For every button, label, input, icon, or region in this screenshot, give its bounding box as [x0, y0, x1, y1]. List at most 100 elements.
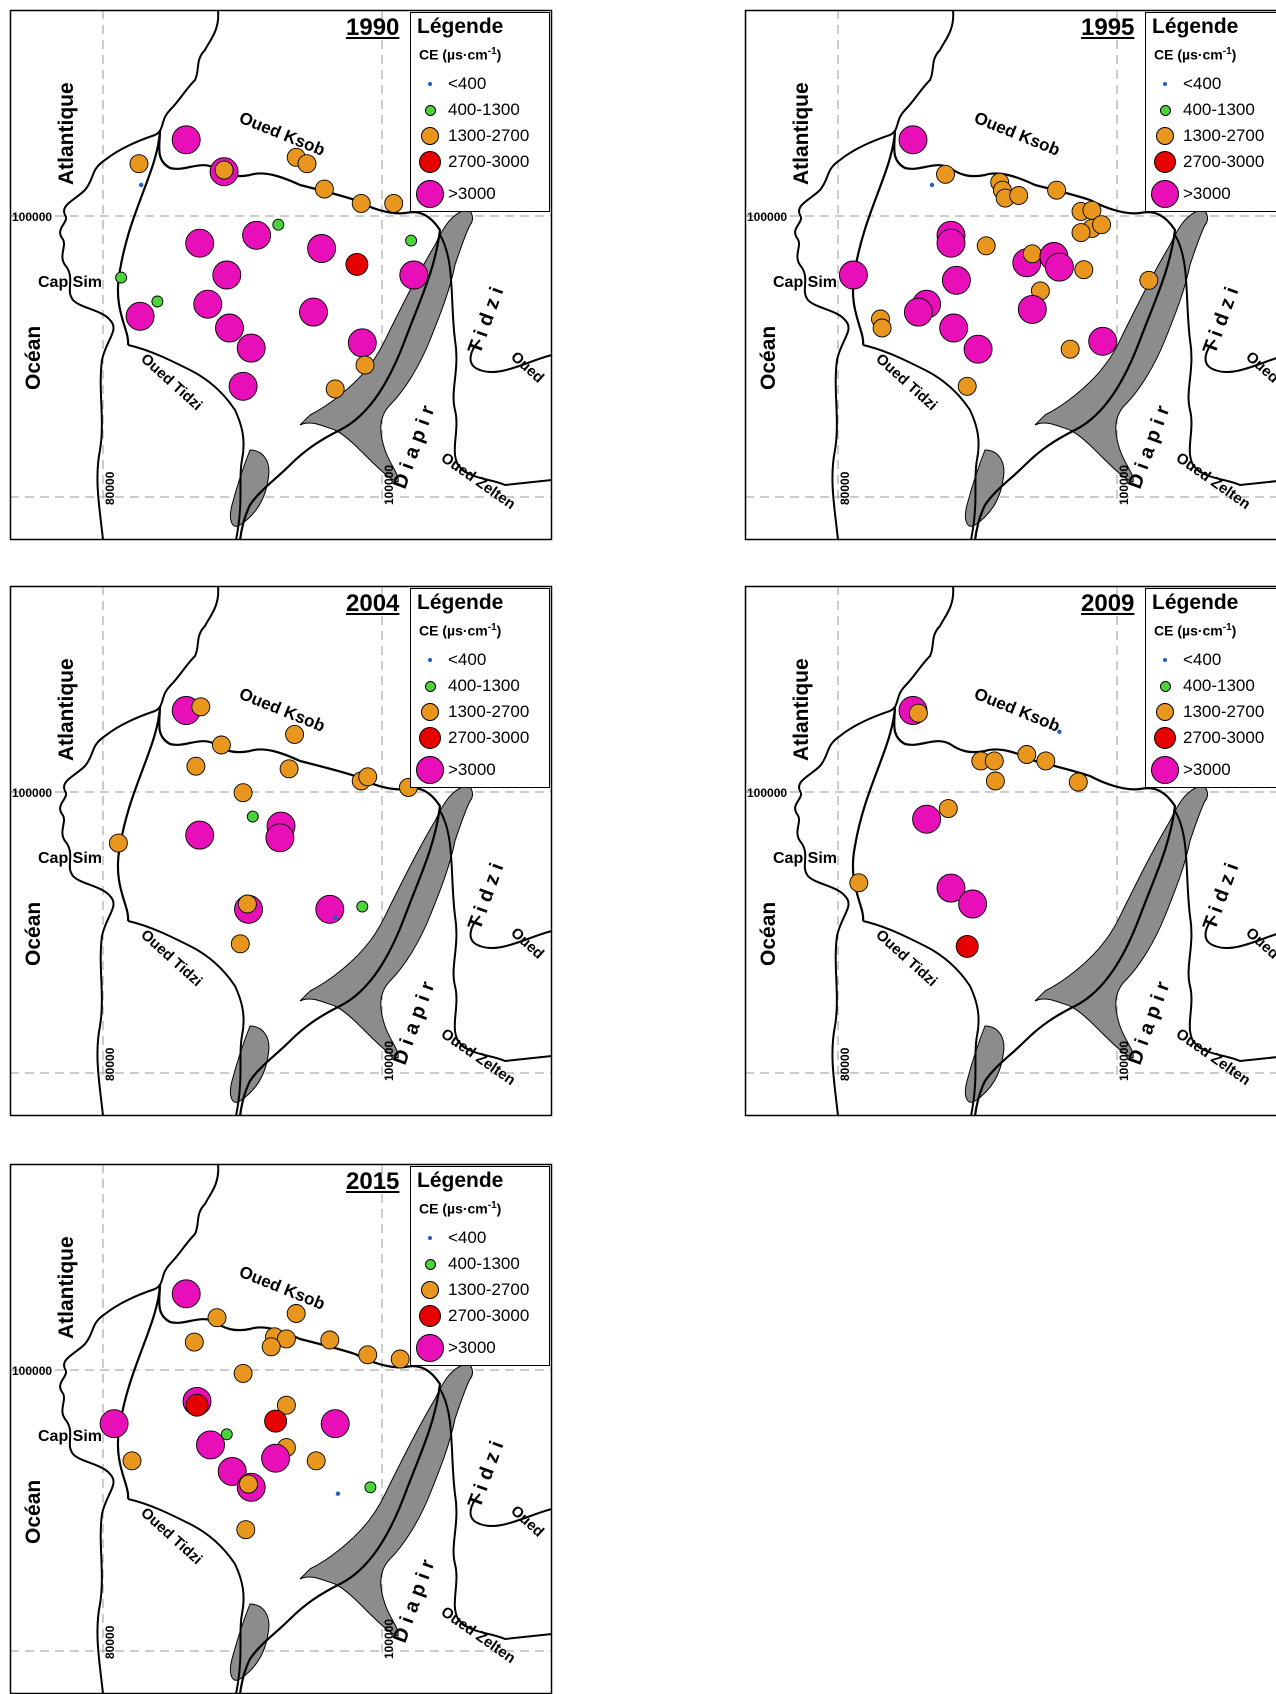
sample-point — [1010, 187, 1028, 205]
sample-point — [1037, 752, 1055, 770]
oued-tidzi-river — [128, 921, 244, 1116]
label-diapir: Diapir — [1124, 397, 1176, 492]
label-oued-zelten: Oued Zelten — [1173, 449, 1254, 513]
legend-label: 400-1300 — [1183, 100, 1255, 120]
legend-symbol — [1156, 127, 1174, 145]
sample-point — [1045, 253, 1073, 281]
label-cap-sim: Cap Sim — [773, 274, 837, 291]
sample-point — [130, 155, 148, 173]
sample-point — [265, 1410, 287, 1432]
sample-point — [139, 183, 143, 187]
sample-point — [280, 760, 298, 778]
legend-row: 1300-2700 — [1146, 701, 1276, 723]
legend-row: 400-1300 — [1146, 675, 1276, 697]
legend-label: 400-1300 — [448, 676, 520, 696]
legend-symbol — [428, 1236, 432, 1240]
label-oued-zelten: Oued Zelten — [438, 1603, 519, 1667]
legend-row: 2700-3000 — [411, 151, 549, 173]
legend-row: >3000 — [411, 1337, 549, 1359]
label-oued-ksob: Oued Ksob — [237, 684, 328, 736]
legend-symbol — [419, 1305, 441, 1327]
sample-point — [359, 1346, 377, 1364]
sample-point — [956, 935, 978, 957]
sample-point — [208, 1309, 226, 1327]
label-ocean: Océan — [757, 902, 780, 966]
legend-symbol — [416, 756, 444, 784]
sample-point — [216, 314, 244, 342]
legend-symbol — [419, 151, 441, 173]
legend-label: 2700-3000 — [1183, 728, 1264, 748]
label-diapir: Diapir — [1124, 973, 1176, 1068]
legend-label: >3000 — [448, 1338, 496, 1358]
label-ocean: Océan — [22, 326, 45, 390]
label-atlantique: Atlantique — [790, 82, 813, 185]
legend-symbol — [421, 703, 439, 721]
label-atlantique: Atlantique — [790, 658, 813, 761]
lagoon-shape — [230, 1604, 268, 1680]
legend-row: 2700-3000 — [411, 727, 549, 749]
sample-point — [186, 821, 214, 849]
legend-subtitle: CE (µs·cm-1) — [419, 1200, 501, 1217]
sample-point — [359, 768, 377, 786]
legend-row: >3000 — [411, 759, 549, 781]
label-coord-x1: 80000 — [103, 471, 117, 505]
sample-point — [194, 290, 222, 318]
legend-label: >3000 — [448, 184, 496, 204]
sample-point — [247, 811, 258, 822]
sample-point — [400, 261, 428, 289]
legend-symbol — [416, 180, 444, 208]
sample-point — [262, 1338, 280, 1356]
sample-point — [197, 1431, 225, 1459]
label-diapir: Diapir — [389, 973, 441, 1068]
sample-point — [240, 1475, 258, 1493]
label-coord-x1: 80000 — [103, 1625, 117, 1659]
sample-point — [234, 1364, 252, 1382]
sample-point — [356, 356, 374, 374]
sample-point — [126, 302, 154, 330]
legend-title: Légende — [417, 1169, 503, 1193]
legend-label: 400-1300 — [1183, 676, 1255, 696]
legend-row: 2700-3000 — [1146, 727, 1276, 749]
legend-label: <400 — [448, 74, 486, 94]
sample-point — [152, 296, 163, 307]
sample-point — [321, 1331, 339, 1349]
legend-row: <400 — [411, 649, 549, 671]
legend-row: >3000 — [1146, 759, 1276, 781]
label-tidzi: Tidzi — [464, 855, 510, 933]
lagoon-shape — [230, 450, 268, 526]
legend-row: <400 — [411, 73, 549, 95]
legend-symbol — [428, 82, 432, 86]
lagoon-shape — [230, 1026, 268, 1102]
sample-point — [286, 725, 304, 743]
legend-row: 2700-3000 — [1146, 151, 1276, 173]
lagoon-shape — [965, 1026, 1003, 1102]
label-coord-y: 100000 — [747, 786, 787, 800]
legend-symbol — [421, 127, 439, 145]
label-coord-x1: 80000 — [103, 1047, 117, 1081]
legend-title: Légende — [1152, 591, 1238, 615]
legend-label: <400 — [448, 1228, 486, 1248]
legend-symbol — [1154, 151, 1176, 173]
sample-point — [940, 314, 968, 342]
legend-label: 1300-2700 — [448, 126, 529, 146]
sample-point — [333, 915, 337, 919]
label-atlantique: Atlantique — [55, 82, 78, 185]
label-cap-sim: Cap Sim — [38, 274, 102, 291]
label-cap-sim: Cap Sim — [38, 850, 102, 867]
oued-tidzi-river — [863, 345, 979, 540]
year-label-2009: 2009 — [1081, 590, 1134, 618]
sample-point — [391, 1350, 409, 1368]
legend-row: <400 — [411, 1227, 549, 1249]
sample-point — [352, 194, 370, 212]
sample-point — [186, 1394, 208, 1416]
label-tidzi: Tidzi — [1199, 279, 1245, 357]
legend-subtitle: CE (µs·cm-1) — [1154, 622, 1236, 639]
sample-point — [365, 1482, 376, 1493]
sample-point — [298, 155, 316, 173]
sample-point — [850, 874, 868, 892]
sample-point — [315, 180, 333, 198]
sample-point — [116, 272, 127, 283]
